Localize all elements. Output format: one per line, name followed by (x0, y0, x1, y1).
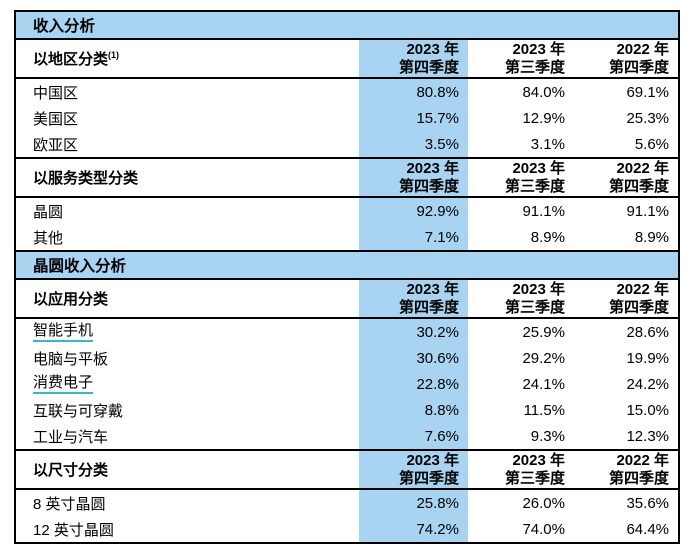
col-header-2023-q3: 2023 年第三季度 (468, 39, 574, 79)
value-cell: 26.0% (522, 494, 565, 512)
group-header-row-service-type: 以服务类型分类 2023 年第四季度 2023 年第三季度 2022 年第四季度 (15, 158, 680, 198)
value-cell: 91.1% (626, 202, 670, 220)
col-header-2022-q4: 2022 年第四季度 (574, 158, 680, 198)
value-cell: 74.0% (468, 516, 574, 544)
value-cell: 74.2% (359, 516, 468, 544)
row-label: 8 英寸晶圆 (33, 495, 106, 513)
section-band-wafer-revenue: 晶圆收入分析 (15, 250, 680, 280)
value-cell: 7.6% (359, 423, 468, 451)
section-band-label: 晶圆收入分析 (15, 250, 680, 280)
row-label: 晶圆 (33, 203, 64, 221)
value-cell: 80.8% (359, 78, 468, 105)
group-label-application: 以应用分类 (15, 279, 359, 319)
group-header-row-region: 以地区分类(1) 2023 年第四季度 2023 年第三季度 2022 年第四季… (15, 39, 680, 79)
row-label: 互联与可穿戴 (33, 402, 124, 420)
value-cell: 35.6% (626, 494, 670, 512)
col-header-2023-q4: 2023 年第四季度 (359, 158, 468, 198)
value-cell: 30.6% (359, 345, 468, 371)
table-row-computer-tablet: 电脑与平板 30.6% 29.2% 19.9% (15, 345, 679, 371)
table-row-others: 其他 7.1% 8.9% 8.9% (15, 224, 680, 252)
value-cell: 8.8% (359, 397, 468, 423)
group-label-service-type: 以服务类型分类 (15, 158, 359, 198)
group-header-row-size: 以尺寸分类 2023 年第四季度 2023 年第三季度 2022 年第四季度 (15, 450, 680, 490)
value-cell: 15.0% (626, 401, 670, 419)
report-table: 收入分析 以地区分类(1) 2023 年第四季度 2023 年第三季度 2022… (14, 10, 681, 544)
value-cell: 3.1% (468, 131, 574, 159)
value-cell: 64.4% (574, 516, 680, 544)
value-cell: 69.1% (626, 83, 670, 101)
value-cell: 22.8% (359, 371, 468, 397)
value-cell: 7.1% (359, 224, 468, 252)
value-cell: 24.2% (626, 375, 670, 393)
row-label: 电脑与平板 (33, 350, 109, 368)
value-cell: 28.6% (626, 323, 670, 341)
underlined-label: 消费电子 (33, 374, 94, 395)
value-cell: 15.7% (359, 105, 468, 131)
group-header-row-application: 以应用分类 2023 年第四季度 2023 年第三季度 2022 年第四季度 (15, 279, 680, 319)
col-header-2022-q4: 2022 年第四季度 (574, 279, 680, 319)
value-cell: 12.3% (574, 423, 680, 451)
table-row-8inch-wafer: 8 英寸晶圆 25.8% 26.0% 35.6% (15, 489, 679, 516)
value-cell: 24.1% (522, 375, 565, 393)
value-cell: 25.9% (522, 323, 565, 341)
col-header-2023-q3: 2023 年第三季度 (468, 279, 574, 319)
group-label-size: 以尺寸分类 (15, 450, 359, 490)
value-cell: 3.5% (359, 131, 468, 159)
row-label: 工业与汽车 (15, 423, 359, 451)
col-header-2022-q4: 2022 年第四季度 (574, 450, 680, 490)
table-row-china: 中国区 80.8% 84.0% 69.1% (15, 78, 679, 105)
value-cell: 12.9% (522, 109, 565, 127)
row-label: 消费电子 (15, 371, 359, 397)
table-row-consumer-electronics: 消费电子 22.8% 24.1% 24.2% (15, 371, 679, 397)
col-header-2023-q4: 2023 年第四季度 (359, 39, 468, 79)
table-row-smartphone: 智能手机 30.2% 25.9% 28.6% (15, 318, 679, 345)
table-row-industrial-automotive: 工业与汽车 7.6% 9.3% 12.3% (15, 423, 680, 451)
table-row-eurasia: 欧亚区 3.5% 3.1% 5.6% (15, 131, 680, 159)
col-header-2023-q4: 2023 年第四季度 (359, 450, 468, 490)
value-cell: 5.6% (574, 131, 680, 159)
value-cell: 25.8% (359, 489, 468, 516)
value-cell: 30.2% (359, 318, 468, 345)
value-cell: 84.0% (522, 83, 565, 101)
group-label-region: 以地区分类(1) (15, 39, 359, 79)
row-label: 智能手机 (15, 318, 359, 345)
value-cell: 91.1% (522, 202, 565, 220)
table-row-usa: 美国区 15.7% 12.9% 25.3% (15, 105, 679, 131)
row-label: 12 英寸晶圆 (15, 516, 359, 544)
value-cell: 25.3% (626, 109, 670, 127)
table-row-12inch-wafer: 12 英寸晶圆 74.2% 74.0% 64.4% (15, 516, 680, 544)
col-header-2023-q3: 2023 年第三季度 (468, 450, 574, 490)
row-label: 欧亚区 (15, 131, 359, 159)
col-header-2023-q3: 2023 年第三季度 (468, 158, 574, 198)
row-label: 美国区 (33, 110, 79, 128)
value-cell: 29.2% (522, 349, 565, 367)
table-row-wafer: 晶圆 92.9% 91.1% 91.1% (15, 197, 679, 224)
value-cell: 19.9% (626, 349, 670, 367)
col-header-2023-q4: 2023 年第四季度 (359, 279, 468, 319)
table-row-connectivity-wearable: 互联与可穿戴 8.8% 11.5% 15.0% (15, 397, 679, 423)
section-band-revenue: 收入分析 (15, 10, 680, 40)
value-cell: 92.9% (359, 197, 468, 224)
section-band-label: 收入分析 (15, 10, 680, 40)
revenue-analysis-table: 收入分析 以地区分类(1) 2023 年第四季度 2023 年第三季度 2022… (14, 10, 681, 544)
row-label: 中国区 (33, 84, 79, 102)
col-header-2022-q4: 2022 年第四季度 (574, 39, 680, 79)
value-cell: 11.5% (523, 401, 565, 419)
underlined-label: 智能手机 (33, 322, 94, 343)
value-cell: 8.9% (468, 224, 574, 252)
row-label: 其他 (15, 224, 359, 252)
value-cell: 8.9% (574, 224, 680, 252)
value-cell: 9.3% (468, 423, 574, 451)
footnote-ref: (1) (108, 50, 120, 60)
